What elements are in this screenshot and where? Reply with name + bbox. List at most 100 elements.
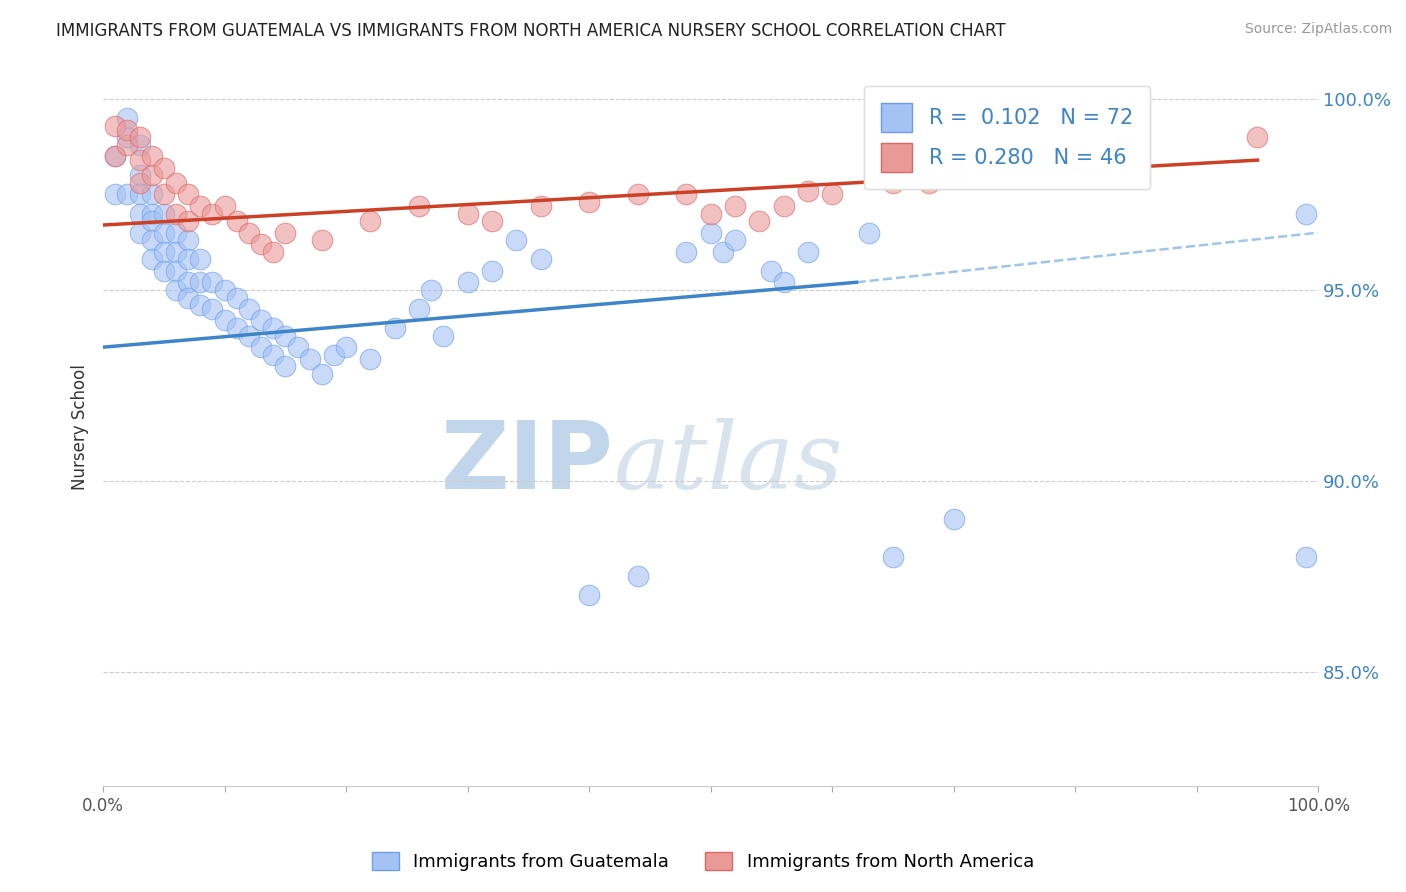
Point <box>359 351 381 366</box>
Point <box>104 149 127 163</box>
Point <box>699 206 721 220</box>
Point <box>238 226 260 240</box>
Point <box>1295 206 1317 220</box>
Point <box>177 187 200 202</box>
Point <box>238 328 260 343</box>
Point <box>262 321 284 335</box>
Y-axis label: Nursery School: Nursery School <box>72 365 89 491</box>
Point <box>882 550 904 565</box>
Point <box>128 176 150 190</box>
Point <box>287 340 309 354</box>
Point <box>675 187 697 202</box>
Point <box>177 233 200 247</box>
Point <box>821 187 844 202</box>
Point <box>117 111 139 125</box>
Point <box>141 187 163 202</box>
Point <box>117 137 139 152</box>
Point <box>128 130 150 145</box>
Point <box>188 275 211 289</box>
Point <box>225 214 247 228</box>
Text: ZIP: ZIP <box>440 417 613 509</box>
Point <box>128 187 150 202</box>
Point <box>724 199 747 213</box>
Point <box>214 283 236 297</box>
Point <box>408 301 430 316</box>
Point <box>117 187 139 202</box>
Point <box>165 206 187 220</box>
Point <box>141 169 163 183</box>
Point <box>627 187 650 202</box>
Point <box>128 153 150 168</box>
Point <box>772 199 794 213</box>
Point <box>942 161 965 175</box>
Point <box>201 275 224 289</box>
Point <box>578 195 600 210</box>
Point <box>141 206 163 220</box>
Point <box>153 244 176 259</box>
Point <box>335 340 357 354</box>
Point <box>1064 149 1087 163</box>
Point <box>1295 550 1317 565</box>
Point <box>298 351 321 366</box>
Point <box>578 588 600 602</box>
Point <box>225 321 247 335</box>
Point <box>165 226 187 240</box>
Point <box>165 244 187 259</box>
Point <box>748 214 770 228</box>
Point <box>153 161 176 175</box>
Point <box>481 214 503 228</box>
Point <box>117 122 139 136</box>
Text: Source: ZipAtlas.com: Source: ZipAtlas.com <box>1244 22 1392 37</box>
Point <box>797 184 820 198</box>
Point <box>675 244 697 259</box>
Point <box>420 283 443 297</box>
Point <box>165 283 187 297</box>
Point <box>201 301 224 316</box>
Point <box>141 252 163 267</box>
Text: atlas: atlas <box>613 418 844 508</box>
Point <box>699 226 721 240</box>
Point <box>882 176 904 190</box>
Point <box>153 206 176 220</box>
Point <box>177 252 200 267</box>
Point <box>894 169 917 183</box>
Point <box>311 233 333 247</box>
Point <box>274 328 297 343</box>
Point <box>104 119 127 133</box>
Legend: R =  0.102   N = 72, R = 0.280   N = 46: R = 0.102 N = 72, R = 0.280 N = 46 <box>865 87 1150 189</box>
Point <box>141 214 163 228</box>
Point <box>529 199 551 213</box>
Point <box>1002 157 1025 171</box>
Point <box>274 359 297 374</box>
Point <box>724 233 747 247</box>
Point <box>225 291 247 305</box>
Point <box>141 149 163 163</box>
Point <box>201 206 224 220</box>
Point <box>311 367 333 381</box>
Point <box>942 512 965 526</box>
Point <box>128 226 150 240</box>
Text: IMMIGRANTS FROM GUATEMALA VS IMMIGRANTS FROM NORTH AMERICA NURSERY SCHOOL CORREL: IMMIGRANTS FROM GUATEMALA VS IMMIGRANTS … <box>56 22 1005 40</box>
Point <box>457 206 479 220</box>
Point <box>323 348 346 362</box>
Point <box>214 199 236 213</box>
Point <box>177 214 200 228</box>
Point <box>117 130 139 145</box>
Point <box>529 252 551 267</box>
Point <box>177 291 200 305</box>
Point <box>274 226 297 240</box>
Point <box>797 244 820 259</box>
Point <box>250 340 273 354</box>
Point <box>627 569 650 583</box>
Point <box>165 176 187 190</box>
Point <box>128 206 150 220</box>
Legend: Immigrants from Guatemala, Immigrants from North America: Immigrants from Guatemala, Immigrants fr… <box>364 845 1042 879</box>
Point <box>153 226 176 240</box>
Point <box>262 348 284 362</box>
Point <box>1112 137 1135 152</box>
Point <box>262 244 284 259</box>
Point <box>153 187 176 202</box>
Point <box>250 313 273 327</box>
Point <box>432 328 454 343</box>
Point <box>128 137 150 152</box>
